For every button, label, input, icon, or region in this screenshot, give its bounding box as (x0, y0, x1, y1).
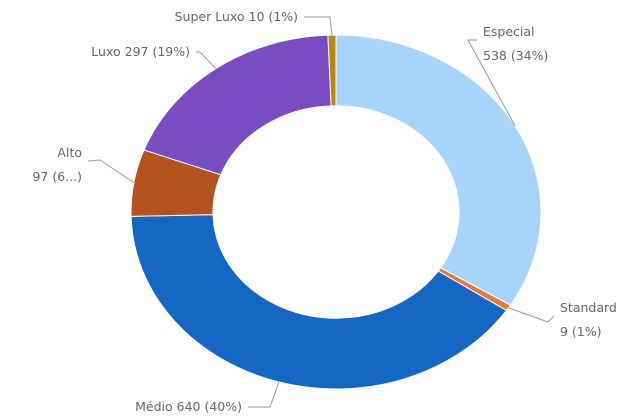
label-category: Luxo (91, 44, 120, 59)
label-category: Super Luxo (175, 9, 245, 24)
leader-line (508, 307, 555, 323)
label-value: 640 (40%) (177, 399, 242, 414)
label-value: 10 (1%) (249, 9, 298, 24)
label-value: 9 (1%) (560, 324, 602, 339)
data-label: Médio 640 (40%) (135, 399, 242, 414)
leader-line (467, 39, 516, 127)
leader-line (304, 16, 333, 36)
data-label: Alto 97 (6...) (32, 145, 82, 184)
slice (327, 34, 337, 107)
slice (335, 34, 542, 306)
leader-line (87, 159, 135, 184)
data-label: Luxo 297 (19%) (91, 44, 190, 59)
data-label: Standard 9 (1%) (560, 300, 617, 339)
label-category: Especial (483, 24, 535, 39)
leader-line (196, 51, 217, 69)
label-value: 97 (6...) (32, 169, 82, 184)
label-value: 538 (34%) (483, 48, 548, 63)
label-value: 297 (19%) (125, 44, 190, 59)
label-category: Alto (57, 145, 82, 160)
slice (143, 34, 332, 176)
label-category: Médio (135, 399, 173, 414)
leader-line (248, 381, 280, 408)
data-label: Super Luxo 10 (1%) (175, 9, 298, 24)
slice (130, 214, 508, 390)
data-label: Especial 538 (34%) (483, 24, 548, 63)
label-category: Standard (560, 300, 617, 315)
